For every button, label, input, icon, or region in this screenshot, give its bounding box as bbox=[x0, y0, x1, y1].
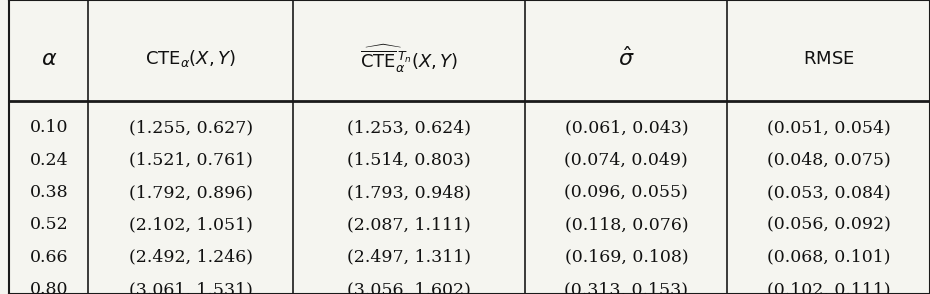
Text: (0.074, 0.049): (0.074, 0.049) bbox=[565, 152, 688, 169]
Text: (0.061, 0.043): (0.061, 0.043) bbox=[565, 119, 688, 136]
Text: (2.497, 1.311): (2.497, 1.311) bbox=[347, 249, 472, 266]
Text: (1.255, 0.627): (1.255, 0.627) bbox=[128, 119, 253, 136]
Text: (2.492, 1.246): (2.492, 1.246) bbox=[128, 249, 253, 266]
Text: (0.169, 0.108): (0.169, 0.108) bbox=[565, 249, 688, 266]
Text: 0.38: 0.38 bbox=[30, 184, 68, 201]
Text: (0.102, 0.111): (0.102, 0.111) bbox=[767, 281, 890, 294]
Text: 0.10: 0.10 bbox=[30, 119, 68, 136]
Text: (1.521, 0.761): (1.521, 0.761) bbox=[128, 152, 253, 169]
Text: (1.793, 0.948): (1.793, 0.948) bbox=[347, 184, 472, 201]
Text: (2.102, 1.051): (2.102, 1.051) bbox=[128, 216, 253, 233]
Text: $\mathrm{RMSE}$: $\mathrm{RMSE}$ bbox=[803, 50, 855, 68]
Text: (0.056, 0.092): (0.056, 0.092) bbox=[766, 216, 891, 233]
Text: (0.051, 0.054): (0.051, 0.054) bbox=[766, 119, 891, 136]
Text: $\widehat{\overline{\mathrm{CTE}}}_\alpha^{\,T_n}(X,Y)$: $\widehat{\overline{\mathrm{CTE}}}_\alph… bbox=[360, 43, 458, 75]
Text: 0.80: 0.80 bbox=[30, 281, 68, 294]
Text: $\hat{\sigma}$: $\hat{\sigma}$ bbox=[618, 47, 634, 71]
Text: (1.792, 0.896): (1.792, 0.896) bbox=[128, 184, 253, 201]
Text: (0.068, 0.101): (0.068, 0.101) bbox=[767, 249, 890, 266]
Text: 0.24: 0.24 bbox=[30, 152, 68, 169]
Text: (2.087, 1.111): (2.087, 1.111) bbox=[347, 216, 472, 233]
Text: (3.061, 1.531): (3.061, 1.531) bbox=[128, 281, 253, 294]
Text: (1.514, 0.803): (1.514, 0.803) bbox=[347, 152, 472, 169]
Text: (0.053, 0.084): (0.053, 0.084) bbox=[766, 184, 891, 201]
Text: $\alpha$: $\alpha$ bbox=[41, 48, 57, 70]
Text: (0.048, 0.075): (0.048, 0.075) bbox=[766, 152, 891, 169]
Text: 0.66: 0.66 bbox=[30, 249, 68, 266]
Text: 0.52: 0.52 bbox=[30, 216, 68, 233]
Text: (0.313, 0.153): (0.313, 0.153) bbox=[565, 281, 688, 294]
Text: (0.096, 0.055): (0.096, 0.055) bbox=[565, 184, 688, 201]
Text: (0.118, 0.076): (0.118, 0.076) bbox=[565, 216, 688, 233]
Text: $\mathrm{CTE}_\alpha(X,Y)$: $\mathrm{CTE}_\alpha(X,Y)$ bbox=[145, 48, 236, 69]
Text: (3.056, 1.602): (3.056, 1.602) bbox=[347, 281, 472, 294]
Text: (1.253, 0.624): (1.253, 0.624) bbox=[347, 119, 472, 136]
